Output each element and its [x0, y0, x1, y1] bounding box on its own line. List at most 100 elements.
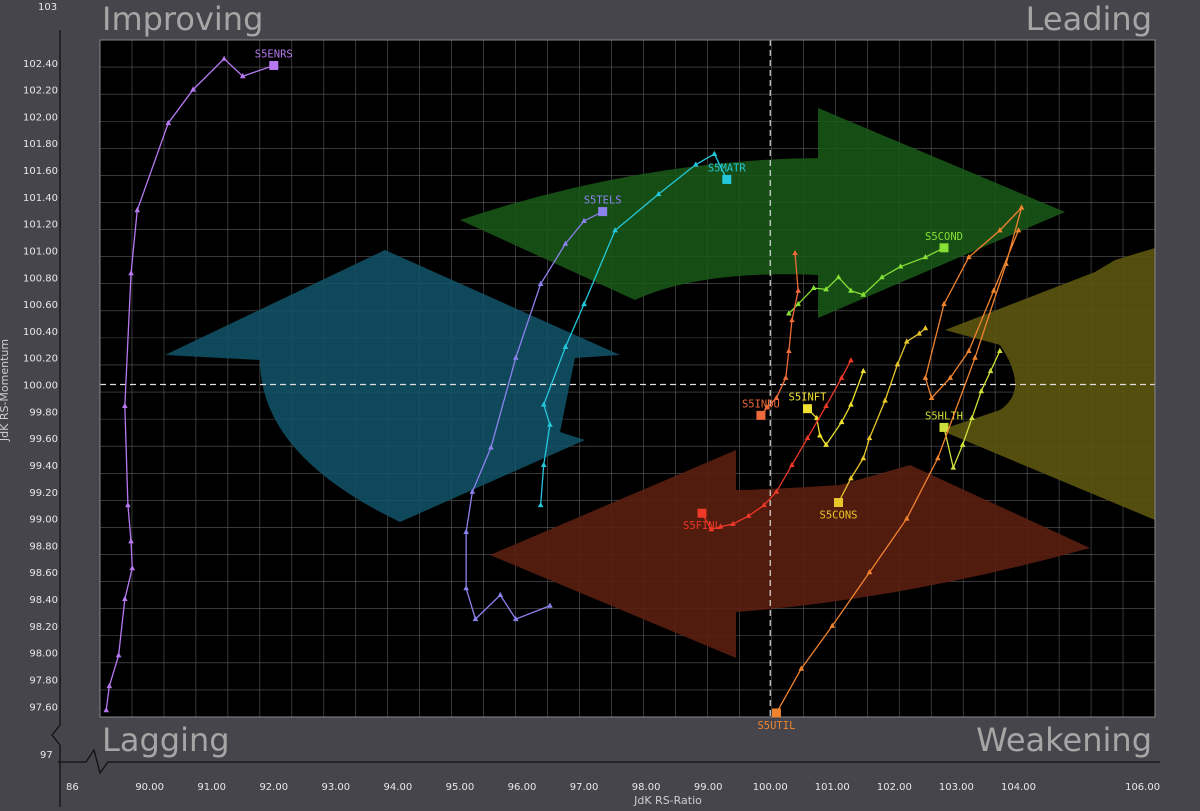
- series-point-s5inft: [817, 432, 823, 438]
- x-tick-label: 101.00: [815, 782, 850, 793]
- series-point-s5util: [829, 622, 836, 628]
- series-point-s5util: [903, 515, 910, 521]
- y-tick-label: 98.60: [29, 568, 58, 579]
- x-tick-label: 102.00: [877, 782, 912, 793]
- series-label-s5hlth: S5HLTH: [925, 410, 963, 422]
- x-tick-label: 94.00: [384, 782, 413, 793]
- series-point-s5finl: [745, 512, 752, 518]
- y-axis-title: JdK RS-Momentum: [0, 339, 11, 442]
- series-point-s5tels: [537, 280, 544, 286]
- series-point-s5cons: [894, 361, 901, 367]
- series-point-s5hlth: [959, 441, 966, 447]
- x-tick-label: 96.00: [508, 782, 537, 793]
- series-point-s5hlth: [997, 347, 1003, 354]
- series-point-s5finl: [717, 523, 724, 529]
- series-head-s5cons: [834, 498, 843, 508]
- series-point-s5matr: [711, 150, 718, 156]
- series-s5tels: S5TELS: [463, 195, 622, 622]
- series-head-s5enrs: [269, 60, 279, 70]
- y-tick-label: 99.40: [29, 461, 58, 472]
- y-tick-label: 101.60: [23, 166, 58, 177]
- series-point-s5util: [922, 374, 929, 380]
- x-tick-label: 95.00: [446, 782, 475, 793]
- y-tick-label: 102.40: [23, 59, 58, 70]
- series-point-s5tels: [512, 615, 519, 622]
- series-label-s5inft: S5INFT: [789, 392, 828, 404]
- series-point-s5tels: [562, 240, 569, 246]
- series-point-s5finl: [823, 402, 829, 408]
- x-tick-label: 99.00: [694, 782, 723, 793]
- series-point-s5cons: [882, 397, 888, 403]
- x-tick-label: 106.00: [1125, 782, 1160, 793]
- series-point-s5finl: [789, 461, 795, 467]
- x-tick-label: 93.00: [322, 782, 351, 793]
- quadrant-weakening: Weakening: [976, 721, 1152, 759]
- series-point-s5inft: [860, 367, 867, 374]
- series-label-s5indu: S5INDU: [742, 398, 780, 410]
- series-point-s5enrs: [190, 86, 196, 92]
- series-point-s5indu: [792, 249, 798, 256]
- series-point-s5util: [966, 347, 972, 354]
- series-point-s5util: [941, 300, 947, 307]
- plot-border: [99, 39, 1156, 718]
- series-point-s5cons: [866, 434, 873, 441]
- series-s5matr: S5MATR: [537, 150, 746, 508]
- series-point-s5enrs: [221, 55, 227, 61]
- series-point-s5tels: [463, 585, 469, 591]
- series-label-s5enrs: S5ENRS: [255, 48, 293, 60]
- series-layer: S5ENRS S5TELS S5MATR S5COND S5INDU S5INFT S5FI…: [103, 48, 1025, 732]
- series-point-s5util: [1018, 204, 1025, 210]
- series-point-s5enrs: [115, 652, 122, 658]
- series-point-s5hlth: [987, 367, 994, 374]
- x-axis-line: [58, 748, 1160, 775]
- series-point-s5finl: [804, 434, 811, 441]
- yellow-arrow-shape: [940, 248, 1155, 520]
- series-point-s5enrs: [106, 682, 113, 689]
- series-s5hlth: S5HLTH: [925, 347, 1003, 470]
- series-point-s5hlth: [950, 464, 957, 470]
- plot-area: [100, 40, 1155, 717]
- y-tick-label: 100.00: [23, 381, 58, 392]
- series-point-s5util: [972, 354, 978, 360]
- series-point-s5cons: [916, 330, 922, 336]
- series-point-s5matr: [562, 343, 569, 349]
- series-point-s5tels: [581, 217, 587, 223]
- y-tick-label: 100.20: [23, 354, 58, 365]
- x-axis-title: JdK RS-Ratio: [633, 794, 702, 807]
- y-tick-label: 99.80: [29, 407, 58, 418]
- series-point-s5finl: [761, 501, 767, 508]
- series-point-s5matr: [655, 190, 662, 197]
- y-tick-label: 98.40: [29, 595, 58, 606]
- series-point-s5util: [947, 374, 954, 380]
- series-label-s5util: S5UTIL: [757, 720, 795, 732]
- y-tick-label: 99.60: [29, 434, 58, 445]
- series-point-s5cond: [795, 300, 801, 307]
- y-tick-label: 99.00: [29, 515, 58, 526]
- x-tick-label: 103.00: [939, 782, 974, 793]
- y-tick-label: 102.20: [23, 86, 58, 97]
- x-tick-label: 92.00: [259, 782, 288, 793]
- series-point-s5cond: [922, 253, 929, 260]
- series-point-s5cond: [786, 310, 792, 316]
- series-point-s5cons: [848, 475, 854, 481]
- series-s5cond: S5COND: [786, 231, 963, 316]
- y-tick-label: 97.60: [29, 702, 58, 713]
- quadrant-lagging: Lagging: [102, 721, 230, 759]
- series-point-s5cond: [897, 263, 904, 269]
- series-point-s5cond: [810, 284, 817, 291]
- x-tick-label: 104.00: [1001, 782, 1036, 793]
- series-point-s5indu: [786, 347, 792, 354]
- series-point-s5matr: [540, 461, 547, 467]
- y-tick-label: 102.00: [23, 112, 58, 123]
- series-point-s5matr: [581, 300, 587, 307]
- series-point-s5enrs: [134, 207, 141, 213]
- series-point-s5tels: [547, 602, 553, 608]
- series-s5enrs: S5ENRS: [103, 48, 293, 713]
- series-point-s5matr: [547, 421, 553, 427]
- series-label-s5cond: S5COND: [925, 231, 963, 243]
- series-point-s5indu: [764, 404, 770, 410]
- series-point-s5matr: [612, 227, 618, 233]
- series-point-s5indu: [789, 316, 795, 323]
